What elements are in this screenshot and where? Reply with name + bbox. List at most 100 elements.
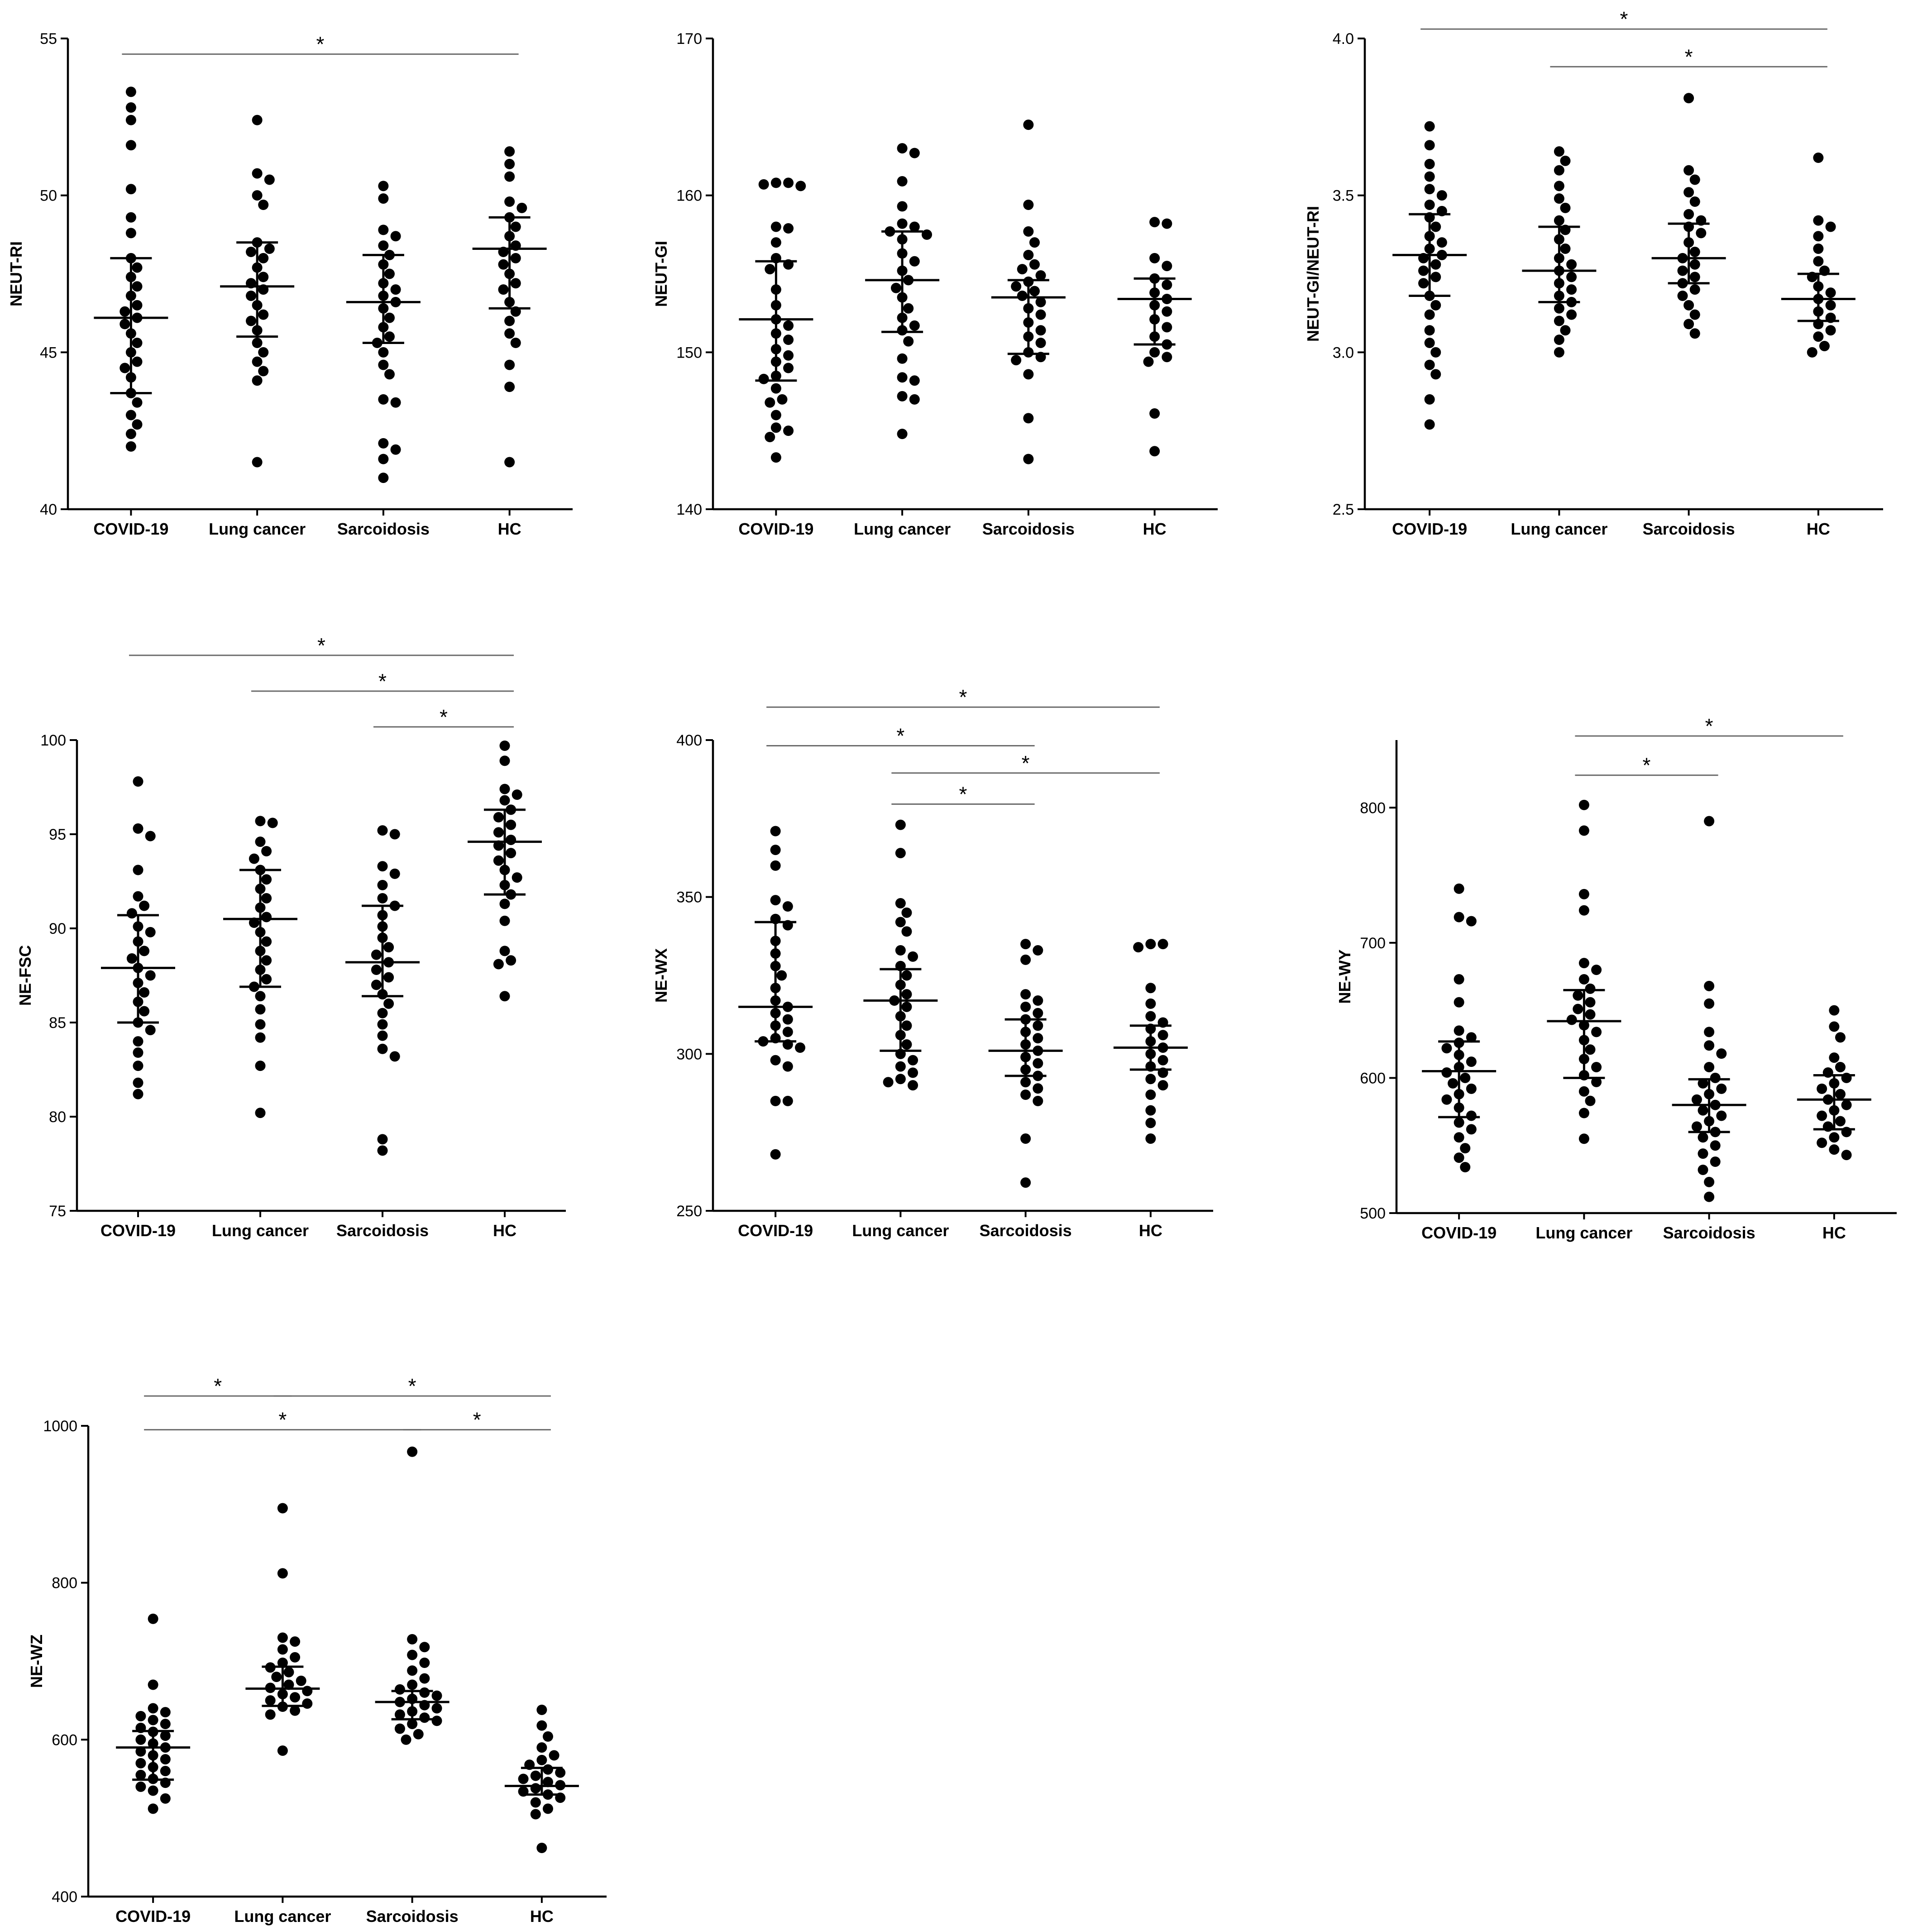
data-point (1020, 1133, 1031, 1144)
data-point (1819, 340, 1830, 351)
data-point (1677, 291, 1688, 301)
y-axis-label: NE-WZ (27, 1634, 46, 1688)
data-point (133, 1047, 143, 1058)
data-point (1578, 974, 1589, 985)
data-point (1807, 347, 1817, 358)
data-point (261, 974, 272, 985)
x-category-label: Lung cancer (234, 1907, 331, 1926)
data-point (1011, 281, 1022, 292)
data-point (1029, 237, 1040, 248)
data-point (891, 282, 902, 293)
x-category-label: Sarcoidosis (337, 520, 430, 538)
data-point (133, 1077, 143, 1088)
data-point (125, 86, 136, 97)
data-point (132, 262, 143, 273)
data-point (909, 375, 920, 386)
panel-neut-ri: 40 45 50 55 NEUT-RI COVID-19 Lung cancer Sarcoi… (7, 30, 573, 538)
data-point (776, 970, 787, 981)
data-point (1835, 1089, 1846, 1099)
data-point (1466, 1083, 1477, 1094)
data-point (795, 1042, 806, 1053)
data-point (133, 865, 143, 875)
data-point (126, 908, 137, 919)
data-point (1145, 1074, 1156, 1085)
data-point (125, 140, 136, 151)
data-point (909, 394, 920, 405)
data-point (1566, 1014, 1577, 1025)
data-point (371, 949, 382, 960)
data-point (390, 397, 401, 408)
data-point (499, 755, 510, 766)
data-point (1829, 1132, 1840, 1143)
data-point (770, 1095, 781, 1106)
data-point (512, 789, 522, 800)
data-point (1430, 300, 1441, 311)
data-point (148, 1785, 158, 1796)
data-point (504, 359, 515, 370)
panel-neut-gi-ri-ratio: 2.5 3.0 3.5 4.0 NEUT-GI/NEUT-RI COVID-19 Lung … (1304, 7, 1883, 538)
significance-star: * (214, 1374, 222, 1398)
data-point (265, 1709, 276, 1720)
data-point (1554, 215, 1564, 226)
data-point (394, 1684, 405, 1695)
data-point (377, 1134, 388, 1145)
data-point (897, 176, 908, 186)
data-point (1591, 1027, 1602, 1037)
data-point (258, 347, 269, 358)
data-point (377, 825, 388, 836)
data-point (1704, 1027, 1715, 1037)
data-point (493, 812, 504, 823)
data-point (895, 917, 906, 927)
data-point (1424, 338, 1435, 349)
data-point (504, 171, 515, 182)
x-category-label: Lung cancer (209, 520, 306, 538)
data-point (261, 912, 272, 922)
data-point (390, 231, 401, 242)
data-point (1566, 259, 1577, 270)
data-point (504, 382, 515, 392)
data-point (383, 942, 394, 953)
data-point (499, 795, 510, 806)
data-point (148, 1703, 158, 1714)
data-point (407, 1446, 418, 1457)
data-point (1698, 1132, 1708, 1143)
data-point (1841, 1099, 1852, 1110)
data-point (1689, 284, 1700, 295)
data-point (1716, 1048, 1727, 1059)
y-axis-label: NE-WX (652, 948, 670, 1003)
data-point (252, 375, 263, 386)
data-point (770, 410, 781, 421)
data-point (1035, 309, 1046, 320)
data-point (133, 1061, 143, 1071)
data-point (1020, 954, 1031, 965)
data-point (419, 1642, 430, 1653)
y-axis-label: NEUT-GI/NEUT-RI (1304, 206, 1322, 342)
data-point (1689, 328, 1700, 339)
data-point (407, 1634, 418, 1644)
significance-star: * (959, 782, 967, 806)
data-point (499, 740, 510, 751)
data-point (1466, 1124, 1477, 1135)
data-point (145, 831, 156, 841)
y-tick-label: 400 (676, 732, 702, 749)
data-point (782, 1027, 793, 1037)
data-point (148, 1679, 158, 1690)
data-point (783, 363, 794, 373)
y-tick-label: 75 (49, 1203, 66, 1220)
data-point (1578, 799, 1589, 810)
data-point (542, 1764, 553, 1775)
data-point (261, 846, 272, 856)
data-point (1825, 325, 1836, 336)
data-point (1813, 256, 1824, 267)
significance-star: * (316, 33, 325, 56)
data-point (390, 444, 401, 455)
data-point (255, 816, 266, 827)
data-point (782, 1095, 793, 1106)
data-point (431, 1716, 442, 1726)
data-point (384, 369, 395, 380)
data-point (1704, 998, 1715, 1009)
data-point (895, 819, 906, 830)
data-point (504, 146, 515, 157)
data-point (252, 356, 263, 367)
